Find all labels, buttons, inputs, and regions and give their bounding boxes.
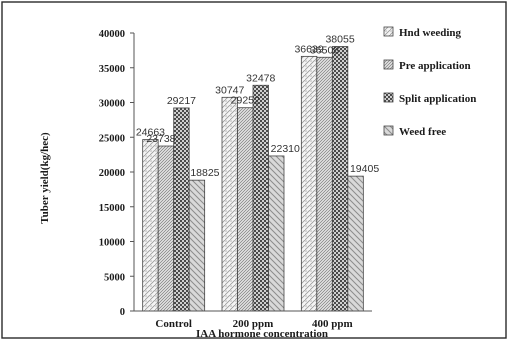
legend-swatch: [383, 26, 394, 37]
y-axis-label: Tuber yield(kg/hec): [39, 132, 51, 224]
legend-swatch: [383, 125, 394, 136]
y-tick-label: 0: [120, 307, 125, 318]
legend-swatch: [383, 59, 394, 70]
bar-200-ppm-series-3: [252, 84, 269, 312]
legend: Hnd weeding Pre application Split applicat…: [383, 26, 476, 138]
legend-swatch: [383, 92, 394, 103]
data-label: 24663: [136, 127, 165, 139]
x-tick-label: 400 ppm: [312, 318, 353, 330]
bar-400-ppm-series-2: [316, 56, 333, 312]
y-tick-label: 35000: [99, 64, 125, 75]
legend-label: Hnd weeding: [399, 27, 462, 39]
data-label: 30747: [215, 84, 244, 96]
y-axis-ticks: 0 5000 10000 15000 20000 25000 30000 35000 40000: [99, 29, 134, 318]
y-tick-label: 5000: [104, 272, 125, 283]
x-tick-label: 200 ppm: [233, 318, 274, 330]
y-tick-label: 20000: [99, 168, 125, 179]
bar-200-ppm-series-2: [237, 107, 254, 312]
data-label: 22310: [271, 143, 300, 155]
bar-400-ppm-series-4: [347, 175, 364, 312]
bar-200-ppm-series-1: [221, 96, 238, 312]
x-axis-ticks: Control 200 ppm 400 ppm: [155, 318, 352, 330]
legend-label: Split application: [399, 93, 476, 105]
data-label: 18825: [190, 167, 219, 179]
data-label: 23738: [146, 133, 175, 145]
y-tick-label: 15000: [99, 203, 125, 214]
y-tick-label: 25000: [99, 133, 125, 144]
bar-control-series-1: [142, 139, 159, 312]
data-label: 32478: [246, 72, 275, 84]
bar-control-series-3: [173, 107, 190, 312]
data-label: 38055: [325, 34, 354, 46]
bar-400-ppm-series-1: [300, 55, 318, 312]
data-label: 19405: [350, 163, 379, 175]
legend-label: Weed free: [399, 126, 446, 138]
x-tick-label: Control: [155, 318, 191, 330]
bar-200-ppm-series-4: [268, 155, 285, 312]
bar-control-series-4: [188, 179, 206, 312]
x-axis-label: IAA hormone concentration: [196, 328, 328, 340]
data-label: 29252: [231, 95, 260, 107]
bars: [142, 46, 364, 312]
y-tick-label: 30000: [99, 99, 125, 110]
bar-400-ppm-series-3: [331, 46, 349, 312]
legend-label: Pre application: [399, 60, 471, 72]
data-label: 36508: [310, 44, 339, 56]
y-tick-label: 40000: [99, 29, 125, 40]
bar-control-series-2: [157, 145, 175, 312]
data-label: 29217: [167, 95, 196, 107]
data-label: 36639: [294, 43, 323, 55]
y-tick-label: 10000: [99, 238, 125, 249]
